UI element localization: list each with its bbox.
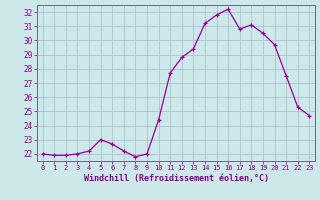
X-axis label: Windchill (Refroidissement éolien,°C): Windchill (Refroidissement éolien,°C)	[84, 174, 268, 183]
